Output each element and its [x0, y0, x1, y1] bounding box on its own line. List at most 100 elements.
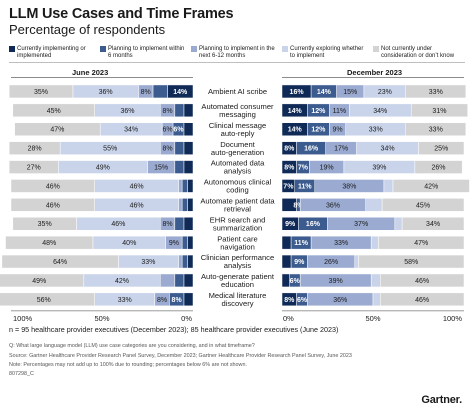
- category-label-line: messaging: [219, 110, 256, 119]
- question-note: Q: What large language model (LLM) use c…: [9, 343, 255, 349]
- june-value-label: 55%: [103, 146, 117, 153]
- june-bar-segment: [152, 84, 168, 99]
- gartner-logo: Gartner.: [421, 394, 462, 406]
- legend-label: Planning to implement in the next 6-12 m…: [199, 46, 275, 59]
- december-value-label: 45%: [416, 202, 430, 209]
- axis-tick-label: 0%: [181, 314, 192, 323]
- legend-label: Currently exploring whether to implement: [290, 46, 364, 59]
- june-bar-segment: [183, 217, 194, 231]
- legend-swatch: [191, 46, 197, 52]
- december-value-label: 36%: [333, 297, 347, 304]
- category-label-line: Clinical message: [209, 121, 266, 130]
- december-bar-segment: [370, 235, 379, 250]
- december-bar-segment: [410, 103, 468, 118]
- axis-tick-label: 50%: [94, 314, 109, 323]
- december-value-label: 46%: [415, 278, 429, 285]
- december-value-label: 19%: [320, 164, 334, 171]
- category-label-line: coding: [226, 186, 248, 195]
- panel-title-june: June 2023: [72, 68, 109, 77]
- december-value-label: 38%: [342, 183, 356, 190]
- december-value-label: 14%: [288, 108, 303, 115]
- june-value-label: 46%: [111, 221, 125, 228]
- december-value-label: 16%: [290, 89, 305, 96]
- legend-label: Not currently under consideration or don…: [381, 46, 455, 59]
- legend-divider: [9, 62, 465, 63]
- june-bar-segment: [181, 254, 188, 269]
- june-bar-segment: [0, 273, 85, 288]
- june-bar-segment: [183, 122, 194, 136]
- june-bar-segment: [12, 217, 77, 231]
- legend-swatch: [100, 46, 106, 52]
- category-label-line: Document: [220, 140, 255, 149]
- december-value-label: 9%: [294, 259, 305, 266]
- axis-tick-label: 100%: [443, 314, 463, 323]
- june-bar-segment: [0, 292, 95, 307]
- june-bar-segment: [183, 103, 194, 118]
- june-bar-segment: [187, 235, 194, 250]
- december-bar-segment: [405, 84, 467, 99]
- june-bar-segment: [10, 179, 95, 193]
- june-value-label: 36%: [120, 108, 134, 115]
- category-label-line: Automate patient data: [200, 196, 275, 205]
- category-label-line: education: [221, 280, 254, 289]
- legend-swatch: [373, 46, 379, 52]
- june-value-label: 56%: [37, 297, 51, 304]
- june-bar-segment: [1, 254, 119, 269]
- december-bar-segment: [281, 235, 292, 250]
- december-value-label: 12%: [311, 127, 326, 134]
- december-value-label: 8%: [293, 202, 304, 209]
- december-value-label: 39%: [329, 278, 343, 285]
- axis-tick-label: 100%: [13, 314, 33, 323]
- december-value-label: 15%: [343, 89, 357, 96]
- june-value-label: 49%: [96, 164, 110, 171]
- june-value-label: 42%: [115, 278, 129, 285]
- june-value-label: 49%: [32, 278, 46, 285]
- december-value-label: 14%: [317, 89, 332, 96]
- december-value-label: 39%: [372, 164, 386, 171]
- june-value-label: 6%: [162, 127, 172, 134]
- june-value-label: 8%: [162, 146, 172, 153]
- june-bar-segment: [187, 198, 194, 212]
- june-value-label: 6%: [173, 127, 184, 134]
- june-bar-segment: [178, 254, 183, 269]
- panel-title-december: December 2023: [347, 68, 403, 77]
- december-value-label: 16%: [306, 221, 321, 228]
- chart-title: LLM Use Cases and Time Frames: [9, 6, 234, 22]
- december-bar-segment: [370, 273, 381, 288]
- december-bar-segment: [405, 122, 467, 136]
- june-value-label: 33%: [141, 259, 155, 266]
- category-label: EHR search and summarization: [210, 215, 266, 232]
- december-value-label: 25%: [434, 146, 448, 153]
- december-value-label: 46%: [415, 297, 429, 304]
- december-value-label: 33%: [429, 89, 443, 96]
- category-label: Medical literature discovery: [209, 291, 267, 308]
- june-bar-segment: [159, 273, 176, 288]
- december-value-label: 12%: [311, 108, 326, 115]
- december-value-label: 26%: [324, 259, 338, 266]
- december-bar-segment: [414, 160, 463, 174]
- december-value-label: 17%: [334, 146, 348, 153]
- legend-label: Planning to implement within 6 months: [108, 46, 185, 59]
- june-value-label: 8%: [162, 221, 172, 228]
- category-label: Clinical message auto-reply: [209, 121, 266, 138]
- category-label-line: Clinician performance: [201, 253, 274, 262]
- june-bar-segment: [181, 198, 188, 212]
- june-bar-segment: [5, 235, 94, 250]
- december-bar-segment: [381, 198, 465, 212]
- december-value-label: 6%: [290, 278, 301, 285]
- june-value-label: 45%: [47, 108, 61, 115]
- rounding-note: Note: Percentages may not add up to 100%…: [9, 362, 247, 368]
- category-label-line: auto-reply: [221, 129, 255, 138]
- category-label-line: EHR search and: [210, 215, 266, 224]
- june-bar-segment: [8, 141, 61, 155]
- axis-tick-label: 0%: [283, 314, 294, 323]
- june-bar-segment: [187, 179, 194, 193]
- december-bar-segment: [354, 254, 359, 269]
- june-bar-segment: [10, 198, 95, 212]
- june-bar-segment: [174, 141, 185, 155]
- june-bar-segment: [174, 273, 185, 288]
- december-bar-segment: [365, 198, 383, 212]
- category-label: Ambient AI scribe: [208, 87, 267, 96]
- december-value-label: 34%: [373, 108, 387, 115]
